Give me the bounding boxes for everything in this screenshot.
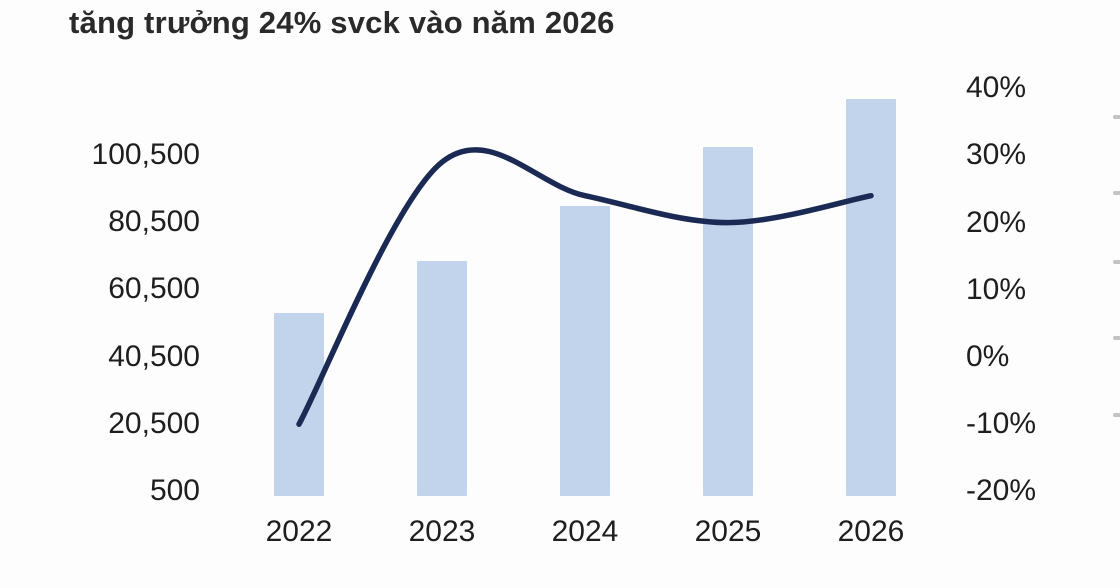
right-axis-tick: 10% xyxy=(966,272,1027,306)
x-axis-label-2022: 2022 xyxy=(265,515,333,548)
left-axis-tick: 500 xyxy=(149,474,200,507)
left-axis-tick: 60,500 xyxy=(108,272,200,306)
right-axis-tick: 30% xyxy=(966,138,1027,172)
edge-tick-mark xyxy=(1113,260,1120,264)
left-axis-tick: 40,500 xyxy=(108,339,200,373)
edge-tick-mark xyxy=(1113,115,1120,119)
right-axis-tick: 40% xyxy=(966,71,1027,105)
chart-title: tăng trưởng 24% svck vào năm 2026 xyxy=(69,5,615,40)
x-axis-label-2026: 2026 xyxy=(837,515,905,548)
edge-tick-mark xyxy=(1113,191,1120,195)
edge-tick-mark xyxy=(1113,413,1120,417)
right-axis-tick: -20% xyxy=(966,474,1037,508)
bar-2023 xyxy=(417,260,467,496)
right-axis-tick: -10% xyxy=(966,407,1037,441)
edge-tick-mark xyxy=(1113,336,1120,340)
bar-2024 xyxy=(560,206,610,496)
bar-2025 xyxy=(703,146,753,496)
left-axis-tick: 20,500 xyxy=(108,406,200,440)
x-axis-label-2025: 2025 xyxy=(694,515,762,548)
left-axis-tick: 80,500 xyxy=(108,205,200,239)
right-axis-tick: 20% xyxy=(966,205,1027,239)
bar-2022 xyxy=(274,312,324,496)
right-axis-tick: 0% xyxy=(966,340,1010,373)
left-axis-tick: 100,500 xyxy=(91,138,200,171)
x-axis-label-2024: 2024 xyxy=(551,515,619,548)
bar-2026 xyxy=(846,98,896,496)
x-axis-label-2023: 2023 xyxy=(408,515,476,548)
